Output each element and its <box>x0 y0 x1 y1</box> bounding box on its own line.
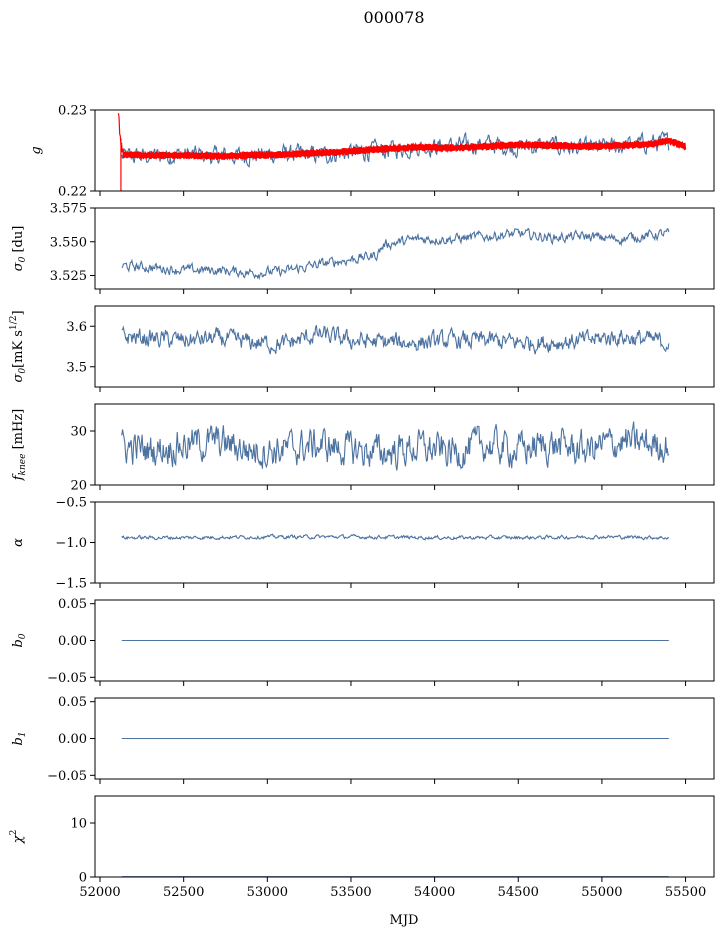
figure-title: 000078 <box>363 8 424 27</box>
ylabel-chi2: χ2 <box>9 830 26 845</box>
axes-frame-sigma0-du <box>94 207 715 290</box>
xtick-label: 52500 <box>163 885 204 900</box>
x-axis-label: MJD <box>390 913 419 928</box>
ytick-label-alpha: −1.0 <box>55 536 87 551</box>
ylabel-sigma0-mk: σ0[mK s1/2] <box>9 310 28 382</box>
panel-sigma0-du: 3.525 3.550 3.575 σ0 [du] <box>11 202 715 294</box>
xtick-label: 54000 <box>414 885 455 900</box>
ytick-label-b1: 0.00 <box>58 732 87 747</box>
axes-frame-alpha <box>94 501 715 584</box>
ytick-label-alpha: −1.5 <box>55 577 87 592</box>
panel-fknee: 20 30 fknee [mHz] <box>11 403 715 494</box>
series-observed-alpha <box>121 533 670 541</box>
xtick-label: 55500 <box>665 885 706 900</box>
series-observed-fknee <box>121 421 670 471</box>
xtick-label: 53500 <box>330 885 371 900</box>
ylabel-b0: b0 <box>11 633 28 647</box>
series-observed-sigma0-mk <box>121 325 670 355</box>
ytick-label-sigma0-mk: 3.5 <box>66 360 87 375</box>
ytick-label-g: 0.23 <box>58 104 87 119</box>
ytick-label-b1: 0.05 <box>58 695 87 710</box>
ytick-label-b0: 0.00 <box>58 634 87 649</box>
panel-g: 0.22 0.23 g <box>29 104 715 200</box>
panel-b1: −0.05 0.00 0.05 b1 <box>11 695 715 784</box>
panel-b0: −0.05 0.00 0.05 b0 <box>11 597 715 686</box>
axes-frame-fknee <box>94 403 715 486</box>
xtick-label: 53000 <box>247 885 288 900</box>
xtick-label: 52000 <box>79 885 120 900</box>
ylabel-alpha: α <box>11 538 26 547</box>
ylabel-sigma0-du: σ0 [du] <box>11 226 28 272</box>
ytick-label-b0: −0.05 <box>47 671 87 686</box>
series-model-g <box>117 113 687 191</box>
axes-frame-chi2 <box>94 795 715 878</box>
ytick-label-b0: 0.05 <box>58 597 87 612</box>
ytick-label-fknee: 30 <box>70 425 87 440</box>
ytick-label-chi2: 10 <box>70 817 87 832</box>
ylabel-g: g <box>29 146 44 154</box>
panel-alpha: −1.5 −1.0 −0.5 α <box>11 496 715 592</box>
ytick-label-fknee: 20 <box>70 479 87 494</box>
ytick-label-g: 0.22 <box>58 185 87 200</box>
ytick-label-alpha: −0.5 <box>55 496 87 511</box>
ytick-label-b1: −0.05 <box>47 769 87 784</box>
series-observed-sigma0-du <box>121 227 670 281</box>
panel-sigma0-mk: 3.5 3.6 σ0[mK s1/2] <box>9 305 715 392</box>
panel-chi2: 0 10 52000 52500 53000 53500 54000 54500 55000 55… <box>9 795 715 900</box>
ytick-label-sigma0-mk: 3.6 <box>66 320 87 335</box>
xtick-label: 54500 <box>498 885 539 900</box>
ytick-label-sigma0-du: 3.550 <box>50 235 87 250</box>
xtick-label: 55000 <box>581 885 622 900</box>
ytick-label-sigma0-du: 3.525 <box>50 269 87 284</box>
panels: 0.22 0.23 g 3.525 3.550 3.575 σ0 [du] 3.5 3.6 σ0[… <box>9 104 715 900</box>
ytick-label-chi2: 0 <box>79 871 87 886</box>
axes-frame-sigma0-mk <box>94 305 715 388</box>
ylabel-fknee: fknee [mHz] <box>11 409 28 482</box>
ylabel-b1: b1 <box>11 731 28 745</box>
axes-frame-g <box>94 109 715 192</box>
ytick-label-sigma0-du: 3.575 <box>50 202 87 217</box>
